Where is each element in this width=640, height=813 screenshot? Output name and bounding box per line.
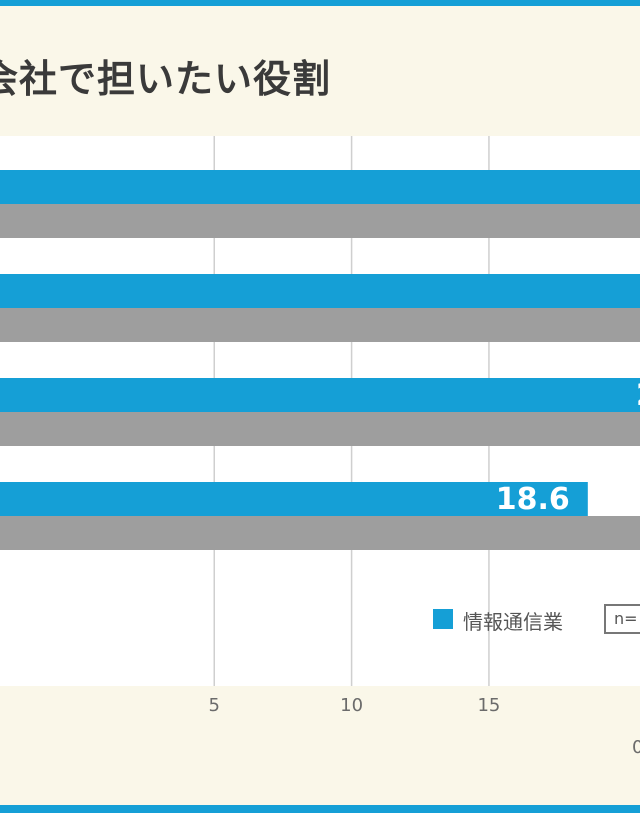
x-tick-label: 15 — [477, 695, 501, 716]
legend-label-series1: 情報通信業 — [463, 610, 563, 634]
bar-series2 — [0, 308, 640, 342]
bar-series1 — [0, 378, 640, 412]
sample-size-box: n= — [604, 604, 640, 634]
bar-series1 — [0, 482, 588, 516]
bar-value-label: 2 — [636, 378, 640, 413]
bar-value-label: 18.6 — [496, 482, 570, 517]
legend-swatch-series1 — [433, 609, 453, 629]
axis-unit-label: 0 — [632, 737, 640, 758]
x-tick-label: 5 — [208, 695, 220, 716]
bar-series2 — [0, 516, 640, 550]
bottom-accent-bar — [0, 805, 640, 813]
x-tick-label: 10 — [340, 695, 364, 716]
bar-series1 — [0, 274, 640, 308]
chart-title: 会社で担いたい役割 — [0, 57, 332, 101]
bar-series1 — [0, 170, 640, 204]
bar-chart: 218.6 — [0, 136, 640, 686]
bar-series2 — [0, 412, 640, 446]
top-accent-bar — [0, 0, 640, 6]
plot-area: 218.6 — [0, 136, 640, 686]
bar-series2 — [0, 204, 640, 238]
